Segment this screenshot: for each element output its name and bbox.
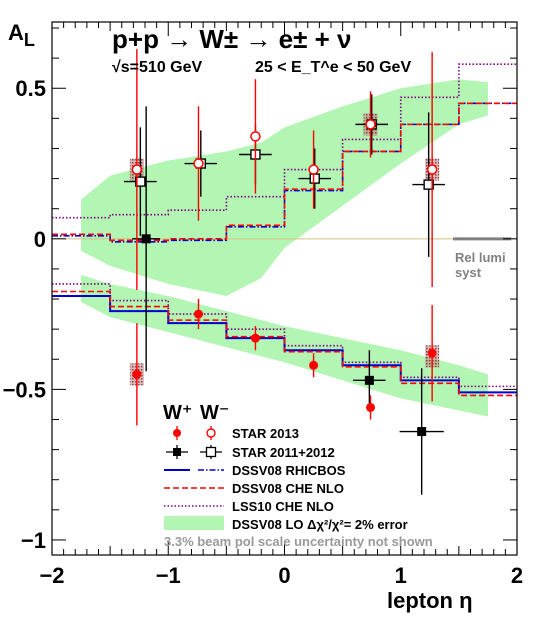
x-tick-label: 0 (278, 563, 290, 588)
legend-band-swatch (164, 516, 224, 530)
curve-che-wplus (52, 102, 517, 242)
star2013-wplus-point-1 (193, 106, 204, 221)
star2011-wminus-point-2 (399, 368, 444, 495)
wplus-label: W⁺ (163, 402, 192, 424)
y-tick-label: −0.5 (3, 377, 46, 402)
charge-labels: W⁺ W⁻ (163, 402, 229, 424)
y-axis-label-sub: L (24, 30, 35, 50)
legend-item-star2011: STAR 2011+2012 (166, 445, 335, 460)
star2013-wminus-point-marker (132, 369, 142, 379)
star2011-wminus-point-marker (141, 234, 151, 244)
star2013-wminus-point-marker (309, 360, 319, 370)
star2013-wminus-point-4 (366, 395, 376, 420)
star2013-wminus-point-marker (366, 402, 376, 412)
legend-label-lss10: LSS10 CHE NLO (232, 499, 334, 514)
legend-label-che: DSSV08 CHE NLO (232, 481, 344, 496)
legend-star2013-wminus-marker (206, 428, 216, 438)
x-tick-label: −2 (39, 563, 64, 588)
star2011-wminus-point-marker (417, 427, 427, 437)
star2011-wplus-point-marker (309, 173, 320, 184)
plot-header: p+p → W± → e± + ν √s=510 GeV 25 < E_T^e … (112, 24, 411, 76)
x-tick-label: 1 (395, 563, 407, 588)
star2013-wminus-point-marker (250, 333, 260, 343)
star2013-wminus-point-0 (132, 323, 142, 426)
star2013-wplus-point-marker (250, 131, 261, 142)
star2013-wminus-point-3 (309, 353, 319, 378)
x-tick-label: −1 (156, 563, 181, 588)
legend-label-band: DSSV08 LO Δχ²/χ²= 2% error (232, 517, 408, 532)
star2013-wminus-point-marker (193, 309, 203, 319)
curve-rhicbos-wplus (52, 102, 517, 243)
star2013-wminus-point-5 (427, 305, 437, 402)
legend-item-star2013: STAR 2013 (173, 426, 299, 441)
star2011-wplus-point-marker (135, 176, 146, 187)
star2011-wplus-point-0 (124, 127, 157, 236)
curve-lss10-wplus (52, 63, 517, 219)
y-axis-label: AL (8, 20, 35, 50)
star2011-wminus-point-1 (353, 350, 386, 411)
curve-che-wminus (52, 290, 517, 397)
legend-label-rhicbos: DSSV08 RHICBOS (232, 463, 346, 478)
legend: STAR 2013 STAR 2011+2012 DSSV08 RHICBOS … (164, 426, 433, 549)
process-title: p+p → W± → e± + ν (112, 24, 351, 54)
legend-star2011-wminus-marker (205, 446, 217, 458)
star2013-wplus-point-2 (250, 79, 261, 194)
star2013-wplus-point-0 (131, 49, 143, 291)
star2013-wminus-point-marker (427, 348, 437, 358)
legend-item-band: DSSV08 LO Δχ²/χ²= 2% error (164, 516, 408, 532)
y-tick-label: 0.5 (15, 76, 46, 101)
y-tick-label: −1 (21, 528, 46, 553)
star2013-wplus-point-marker (426, 164, 438, 175)
legend-item-rhicbos: DSSV08 RHICBOS (164, 463, 346, 478)
star2011-wplus-point-5 (412, 112, 445, 257)
star2013-wplus-point-5 (426, 52, 438, 287)
energy-label: √s=510 GeV (112, 59, 203, 76)
legend-item-che: DSSV08 CHE NLO (164, 481, 344, 496)
star2013-wplus-point-marker (308, 164, 319, 175)
star2013-wplus-point-4 (365, 91, 376, 158)
theory-curves (52, 63, 517, 397)
wminus-label: W⁻ (200, 402, 229, 424)
x-tick-label: 2 (511, 563, 523, 588)
star2011-wplus-point-marker (423, 179, 434, 190)
cut-label: 25 < E_T^e < 50 GeV (255, 59, 411, 76)
lumi-label-line2: syst (455, 265, 482, 280)
x-axis-label: lepton η (387, 588, 473, 613)
axis-ticks: −2 −1 0 1 2 0.5 0 −0.5 −1 (3, 22, 523, 588)
star2013-wplus-point-marker (131, 164, 143, 175)
star2013-wplus-point-3 (308, 130, 319, 209)
legend-label-star2011: STAR 2011+2012 (232, 445, 335, 460)
star2013-wminus-point-1 (193, 299, 203, 330)
beam-pol-note: 3.3% beam pol scale uncertainty not show… (164, 534, 433, 549)
legend-label-star2013: STAR 2013 (232, 426, 299, 441)
star2013-wplus-point-marker (193, 158, 204, 169)
lumi-label-line1: Rel lumi (455, 250, 506, 265)
star2011-wminus-point-marker (364, 375, 374, 385)
legend-star2011-wplus-marker (173, 448, 181, 456)
legend-item-lss10: LSS10 CHE NLO (164, 499, 334, 514)
star2013-wplus-point-marker (365, 119, 376, 130)
star2013-wminus-point-2 (250, 326, 260, 351)
legend-star2013-wplus-marker (173, 429, 181, 437)
y-tick-label: 0 (34, 227, 46, 252)
lumi-systematic: Rel lumi syst (455, 250, 506, 280)
curve-rhicbos-wminus (52, 295, 517, 394)
data-points (124, 49, 445, 495)
